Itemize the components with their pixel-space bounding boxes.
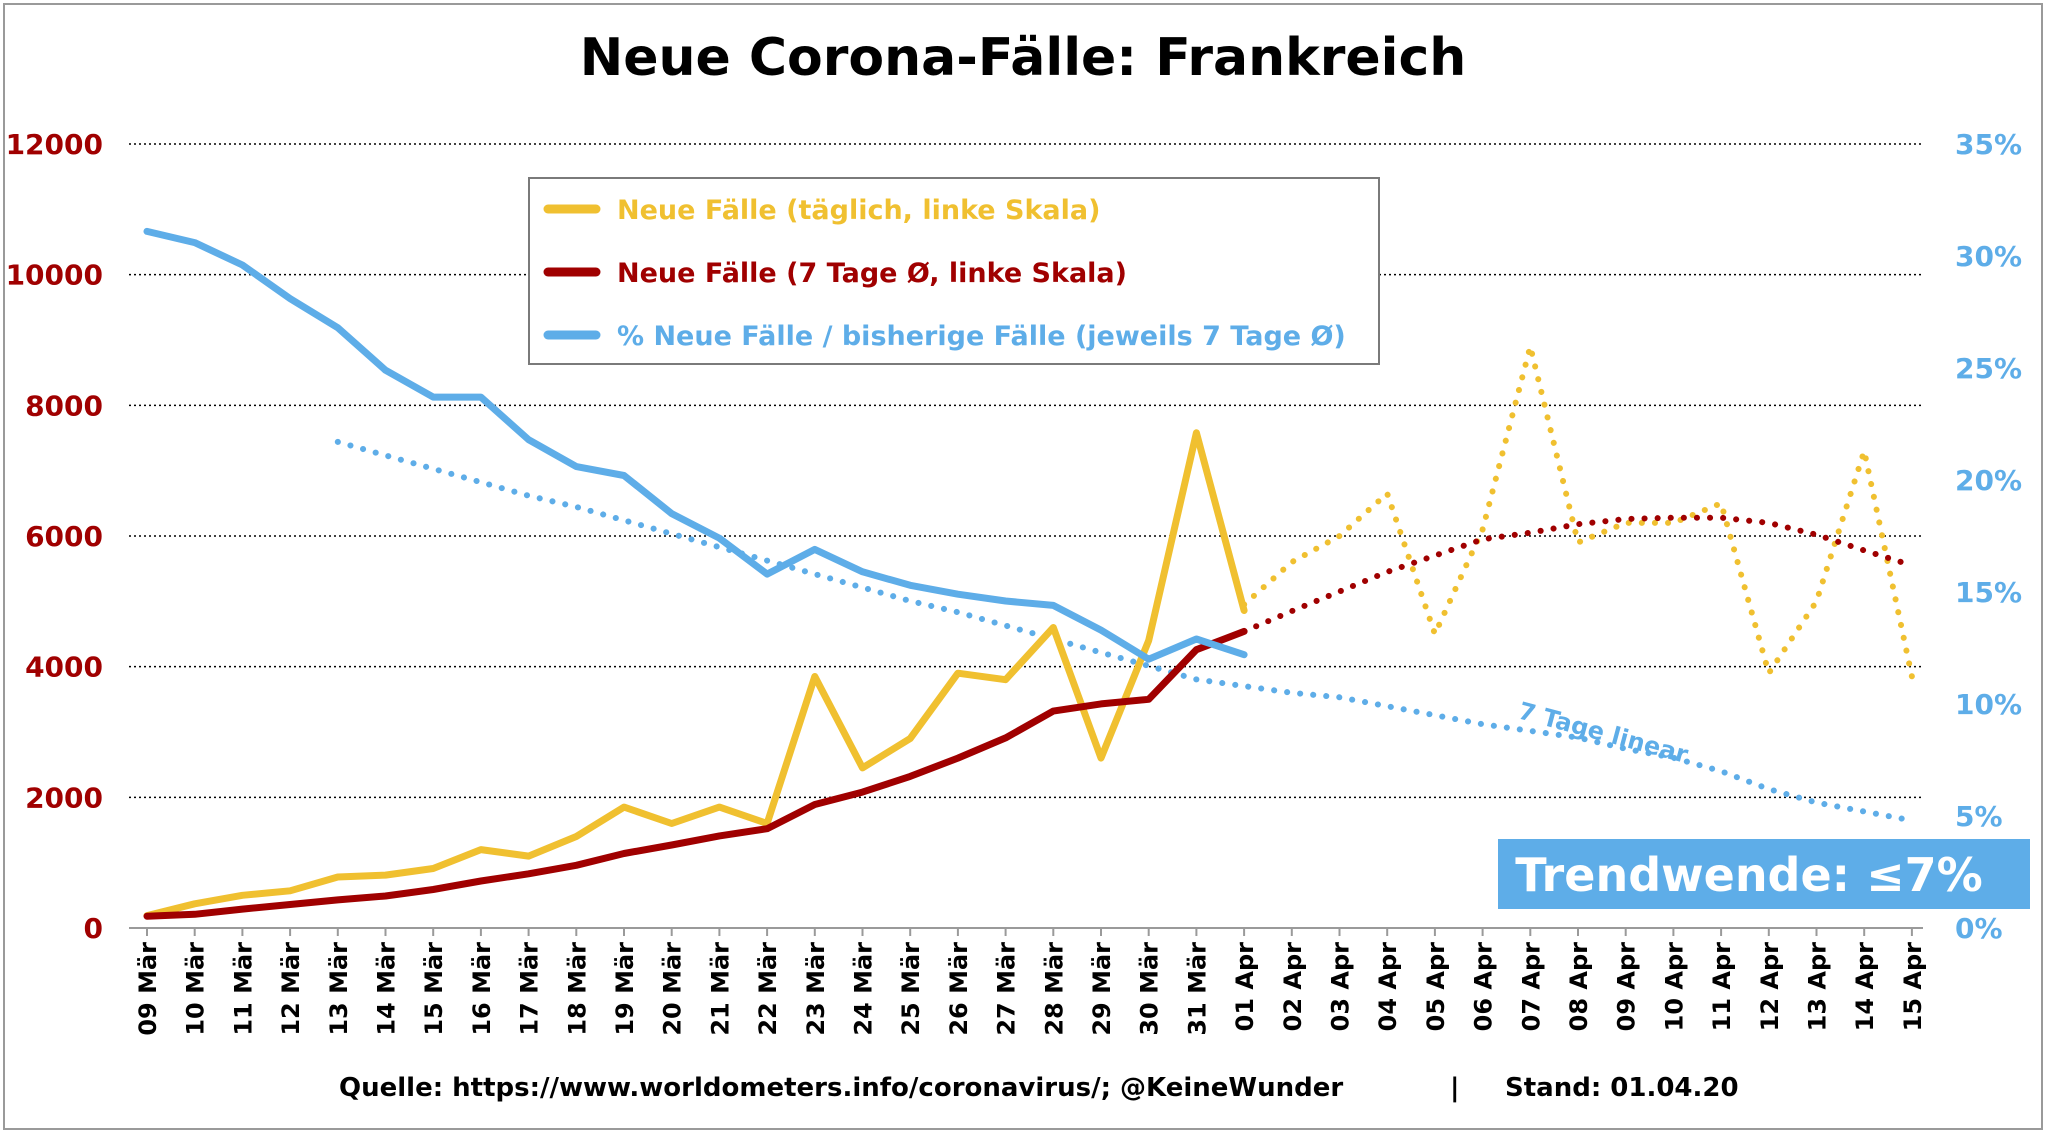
x-tick-label: 07 Apr [1517,942,1545,1032]
footer-separator: | [1450,1073,1460,1103]
x-tick-label: 03 Apr [1327,942,1355,1032]
x-tick-label: 14 Apr [1851,942,1879,1032]
x-tick-label: 27 Mär [993,942,1021,1036]
trend-box-text: Trendwende: ≤7% [1515,848,1983,902]
right-tick-label: 0% [1955,912,2003,945]
x-tick-label: 02 Apr [1279,942,1307,1032]
left-tick-label: 8000 [25,389,103,422]
x-tick-label: 05 Apr [1422,942,1450,1032]
x-tick-label: 21 Mär [706,942,734,1036]
x-tick-label: 28 Mär [1040,942,1068,1036]
chart-frame: Neue Corona-Fälle: Frankreich 0 2000 4000 6… [3,3,2043,1130]
left-tick-label: 0 [84,912,103,945]
trend-label: 7 Tage linear [1515,697,1691,769]
x-axis: 09 Mär 10 Mär 11 Mär 12 Mär 13 Mär 14 Mär 15 M… [129,927,1927,1036]
right-tick-label: 30% [1955,240,2022,273]
x-tick-label: 12 Apr [1756,942,1784,1032]
x-tick-label: 19 Mär [611,942,639,1036]
x-tick-label: 01 Apr [1231,942,1259,1032]
left-tick-label: 2000 [25,781,103,814]
series-layer [143,227,1915,920]
series-trend-line [1241,343,1915,680]
x-tick-label: 06 Apr [1470,942,1498,1032]
chart: Neue Corona-Fälle: Frankreich 0 2000 4000 6… [6,28,2030,1103]
x-tick-label: 23 Mär [802,942,830,1036]
legend-label-pct: % Neue Fälle / bisherige Fälle (jeweils … [617,321,1346,352]
x-tick-label: 22 Mär [754,942,782,1036]
right-tick-label: 25% [1955,352,2022,385]
x-tick-label: 11 Apr [1708,942,1736,1032]
x-tick-label: 26 Mär [945,942,973,1036]
gridlines [129,143,1923,799]
series-line [143,627,1248,920]
x-tick-label: 10 Apr [1660,942,1688,1032]
x-tick-label: 25 Mär [897,942,925,1036]
x-tick-label: 29 Mär [1088,942,1116,1036]
x-tick-label: 12 Mär [277,942,305,1036]
right-tick-label: 35% [1955,128,2022,161]
chart-title: Neue Corona-Fälle: Frankreich [580,28,1467,88]
legend-box [528,177,1380,365]
x-tick-label: 10 Mär [182,942,210,1036]
right-tick-label: 20% [1955,464,2022,497]
right-tick-label: 5% [1955,800,2003,833]
legend: Neue Fälle (täglich, linke Skala) Neue F… [528,177,1380,365]
series-line [143,227,1248,663]
x-tick-label: 15 Apr [1899,942,1927,1032]
x-tick-label: 20 Mär [659,942,687,1036]
legend-label-avg: Neue Fälle (7 Tage Ø, linke Skala) [617,258,1127,289]
footer-stand: Stand: 01.04.20 [1505,1073,1739,1103]
left-tick-label: 4000 [25,651,103,684]
series-line [143,429,1248,920]
x-tick-label: 15 Mär [420,942,448,1036]
x-tick-label: 31 Mär [1183,942,1211,1036]
x-tick-label: 09 Mär [134,942,162,1036]
x-tick-label: 09 Apr [1613,942,1641,1032]
left-tick-label: 10000 [6,259,103,292]
x-tick-label: 08 Apr [1565,942,1593,1032]
right-axis-ticks: 0% 5% 10% 15% 20% 25% 30% 35% [1955,128,2022,945]
x-tick-label: 04 Apr [1374,942,1402,1032]
trend-box [1498,839,2030,909]
right-tick-label: 15% [1955,576,2022,609]
left-tick-label: 6000 [25,520,103,553]
legend-label-daily: Neue Fälle (täglich, linke Skala) [617,195,1100,226]
right-tick-label: 10% [1955,688,2022,721]
x-tick-label: 17 Mär [516,942,544,1036]
x-tick-label: 30 Mär [1136,942,1164,1036]
x-tick-label: 13 Mär [325,942,353,1036]
x-tick-label: 24 Mär [850,942,878,1036]
x-tick-label: 18 Mär [563,942,591,1036]
x-tick-label: 11 Mär [229,942,257,1036]
left-axis-ticks: 0 2000 4000 6000 8000 10000 12000 [6,128,103,945]
series-trend-line [1241,514,1915,635]
series-trend-line [334,438,1915,824]
x-tick-label: 13 Apr [1804,942,1832,1032]
x-tick-label: 16 Mär [468,942,496,1036]
x-tick-label: 14 Mär [373,942,401,1036]
footer-source: Quelle: https://www.worldometers.info/co… [339,1073,1343,1103]
left-tick-label: 12000 [6,128,103,161]
